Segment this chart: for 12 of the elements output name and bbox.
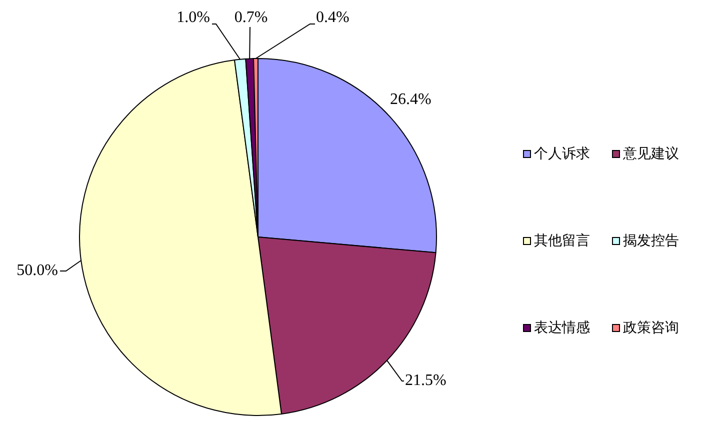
- data-label: 1.0%: [176, 9, 210, 26]
- legend-label: 其他留言: [534, 232, 590, 250]
- legend-label: 意见建议: [623, 145, 679, 163]
- legend-label: 政策咨询: [623, 319, 679, 337]
- legend-label: 揭发控告: [623, 232, 679, 250]
- data-label: 0.7%: [234, 9, 268, 26]
- data-label: 26.4%: [390, 91, 432, 108]
- legend-label: 表达情感: [534, 319, 590, 337]
- data-label: 21.5%: [405, 372, 446, 390]
- data-label: 50.0%: [16, 262, 58, 280]
- legend-label: 个人诉求: [534, 145, 590, 163]
- data-label: 0.4%: [316, 9, 350, 26]
